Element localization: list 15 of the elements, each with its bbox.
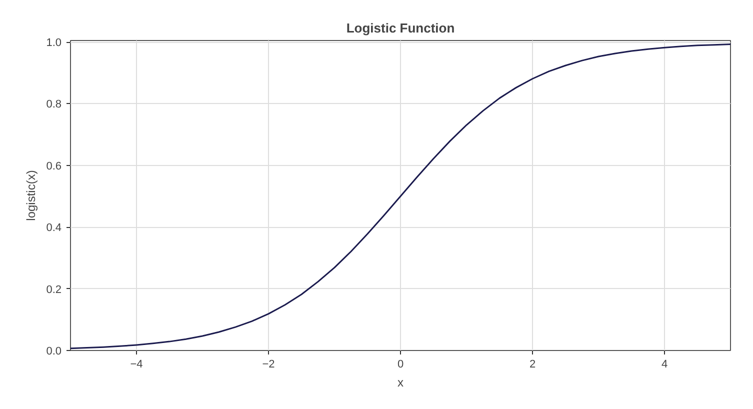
x-tick-label: −2 <box>262 358 275 370</box>
y-tick-label: 0.2 <box>46 284 62 296</box>
x-tick-label: 4 <box>661 358 668 370</box>
y-tick-label: 1.0 <box>46 37 62 50</box>
y-tick-label: 0.4 <box>46 222 62 234</box>
y-tick-label: 0.8 <box>46 98 62 111</box>
y-tick-label: 0.0 <box>46 346 62 358</box>
x-tick-label: −4 <box>130 358 143 370</box>
y-axis-title: logistic(x) <box>24 170 38 221</box>
y-tick-label: 0.6 <box>46 160 62 172</box>
x-axis-title: x <box>398 376 404 390</box>
x-tick-label: 0 <box>397 358 404 370</box>
line-series <box>70 43 730 350</box>
chart-title: Logistic Function <box>346 20 455 36</box>
x-tick-label: 2 <box>529 358 536 370</box>
